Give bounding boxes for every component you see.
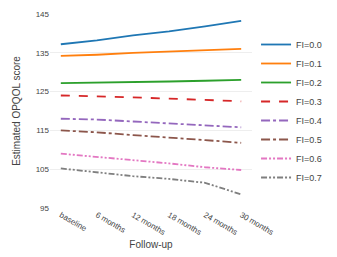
svg-text:6 months: 6 months — [94, 210, 127, 234]
svg-text:FI=0.3: FI=0.3 — [296, 97, 322, 107]
svg-text:FI=0.5: FI=0.5 — [296, 135, 322, 145]
svg-text:FI=0.7: FI=0.7 — [296, 173, 322, 183]
svg-text:125: 125 — [36, 87, 50, 96]
svg-text:24 months: 24 months — [202, 210, 239, 236]
svg-text:115: 115 — [36, 126, 49, 135]
svg-text:18 months: 18 months — [166, 210, 203, 236]
svg-text:12 months: 12 months — [130, 210, 167, 236]
svg-text:105: 105 — [36, 165, 50, 174]
svg-text:FI=0.1: FI=0.1 — [296, 59, 322, 69]
svg-text:baseline: baseline — [58, 210, 89, 233]
svg-text:Follow-up: Follow-up — [129, 239, 173, 250]
svg-text:145: 145 — [36, 10, 50, 19]
svg-text:Estimated OPQOL score: Estimated OPQOL score — [11, 56, 22, 166]
svg-text:FI=0.2: FI=0.2 — [296, 78, 322, 88]
svg-text:FI=0.4: FI=0.4 — [296, 116, 322, 126]
svg-text:FI=0.6: FI=0.6 — [296, 154, 322, 164]
svg-text:FI=0.0: FI=0.0 — [296, 40, 322, 50]
svg-text:30 months: 30 months — [238, 210, 275, 236]
svg-text:95: 95 — [40, 204, 49, 213]
svg-text:135: 135 — [36, 49, 50, 58]
